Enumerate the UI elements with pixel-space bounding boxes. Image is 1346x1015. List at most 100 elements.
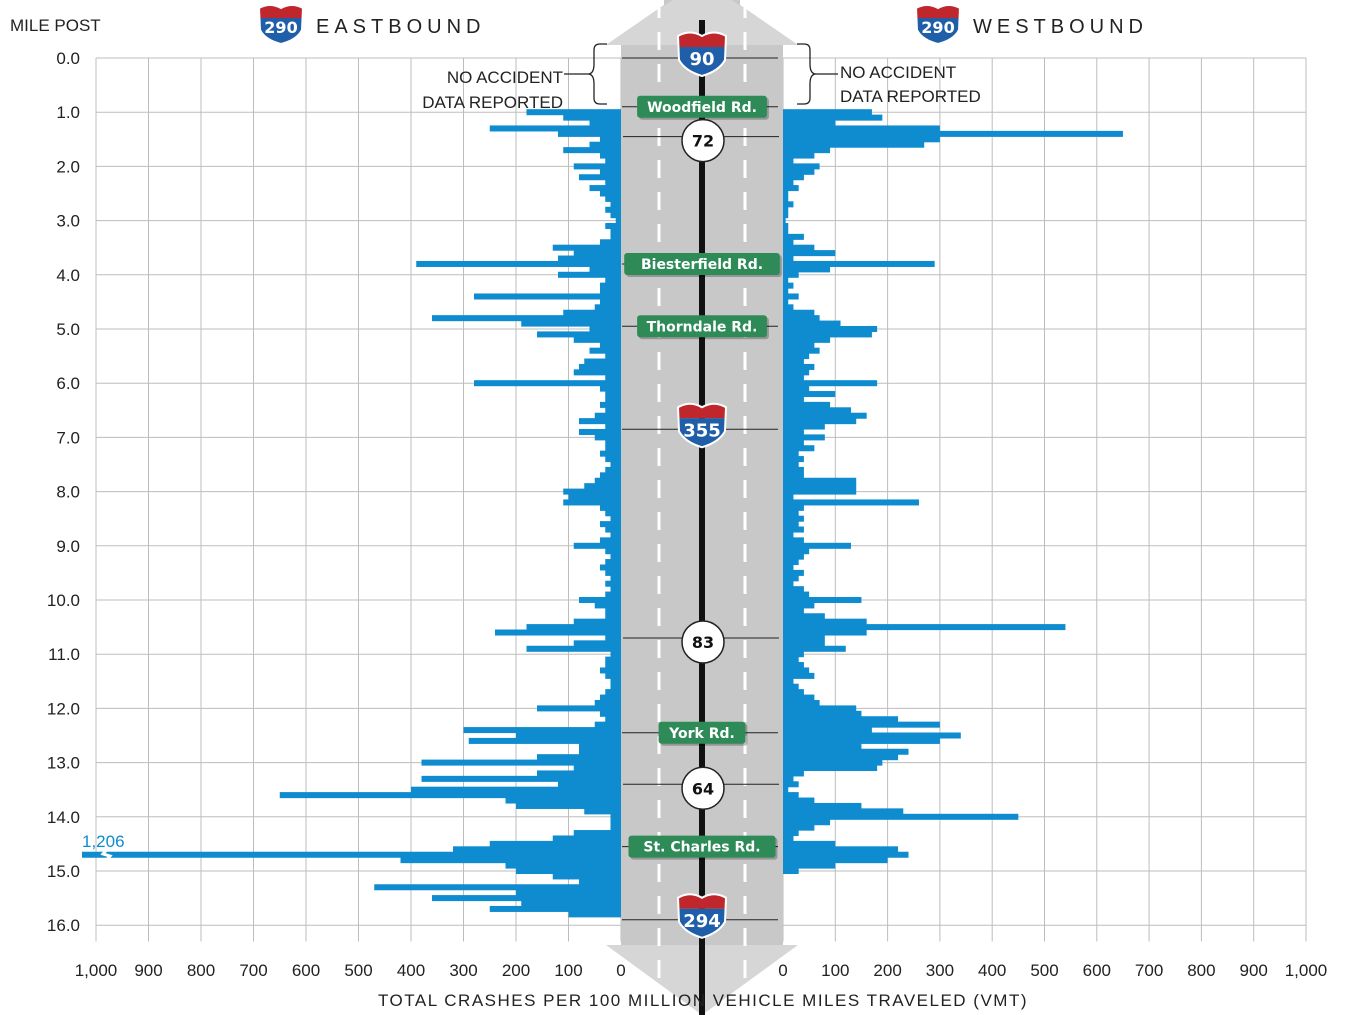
eastbound-bar xyxy=(432,895,621,902)
westbound-bar xyxy=(783,575,799,582)
sign-board xyxy=(624,252,780,275)
eastbound-bar xyxy=(600,342,621,349)
sign-board xyxy=(637,315,767,338)
eastbound-bar xyxy=(463,727,621,734)
eastbound-bar xyxy=(600,190,621,197)
westbound-bar xyxy=(783,157,794,164)
westbound-bar xyxy=(783,185,799,192)
y-tick-label: 11.0 xyxy=(48,645,80,664)
y-tick-label: 4.0 xyxy=(56,266,80,285)
y-tick-label: 5.0 xyxy=(56,320,80,339)
eastbound-bar xyxy=(605,656,621,663)
westbound-bar xyxy=(783,271,799,278)
westbound-bar xyxy=(783,851,909,858)
no-data-left-line2: DATA REPORTED xyxy=(422,93,563,112)
eastbound-bar xyxy=(568,911,621,918)
westbound-bar xyxy=(783,640,825,647)
westbound-bar xyxy=(783,423,825,430)
eastbound-bar xyxy=(573,369,621,376)
eastbound-bar xyxy=(421,759,621,766)
eastbound-bar xyxy=(600,298,621,305)
street-sign: Biesterfield Rd. xyxy=(622,252,782,277)
eastbound-bar xyxy=(558,781,621,788)
eastbound-bar xyxy=(516,802,621,809)
eastbound-bar xyxy=(594,721,621,728)
outlier-annotation: 1,206 xyxy=(82,832,125,863)
westbound-bar xyxy=(783,754,899,761)
eastbound-bar xyxy=(573,542,621,549)
x-tick-label-right: 500 xyxy=(1030,961,1058,980)
westbound-bar xyxy=(783,374,804,381)
westbound-bar xyxy=(783,391,836,398)
eastbound-bar xyxy=(563,147,621,154)
westbound-bar xyxy=(783,461,799,468)
eastbound-bar xyxy=(416,260,621,267)
westbound-bar xyxy=(783,120,836,127)
westbound-bar xyxy=(783,586,804,593)
westbound-bar xyxy=(783,537,804,544)
interstate-shield-icon: 90 xyxy=(622,31,778,78)
westbound-bar xyxy=(783,168,815,175)
eastbound-bar xyxy=(605,662,621,669)
westbound-bar xyxy=(783,672,815,679)
no-data-note-left: NO ACCIDENT DATA REPORTED xyxy=(422,43,607,112)
eastbound-bar xyxy=(589,120,621,127)
westbound-bars xyxy=(783,109,1123,875)
street-sign: York Rd. xyxy=(622,721,778,746)
westbound-bar xyxy=(783,559,799,566)
westbound-bar xyxy=(783,412,867,419)
outlier-value-label: 1,206 xyxy=(82,832,125,851)
eastbound-bar xyxy=(584,808,621,815)
westbound-bar xyxy=(783,450,799,457)
westbound-bar xyxy=(783,727,872,734)
eastbound-bar xyxy=(605,439,621,446)
westbound-bar xyxy=(783,721,940,728)
eastbound-bar xyxy=(552,244,621,251)
eastbound-bar xyxy=(526,645,621,652)
westbound-bar xyxy=(783,819,831,826)
eastbound-bar xyxy=(558,271,621,278)
westbound-bar xyxy=(783,743,862,750)
eastbound-bar xyxy=(600,710,621,717)
x-tick-label-right: 0 xyxy=(778,961,787,980)
eastbound-bar xyxy=(610,651,621,658)
eastbound-bar xyxy=(421,775,621,782)
westbound-bar xyxy=(783,147,831,154)
westbound-bar xyxy=(783,662,804,669)
eastbound-shield-number: 290 xyxy=(264,18,297,37)
westbound-bar xyxy=(783,813,1019,820)
sign-board xyxy=(628,835,776,858)
x-tick-label-right: 200 xyxy=(873,961,901,980)
westbound-bar xyxy=(783,531,794,538)
westbound-bar xyxy=(783,217,786,224)
westbound-bar xyxy=(783,130,1123,137)
westbound-bar xyxy=(783,797,815,804)
westbound-bar xyxy=(783,418,857,425)
westbound-bar xyxy=(783,510,799,517)
axis-tick-labels: 0.0 1.0 2.0 3.0 4.0 5.0 6.0 7.0 8.0 9.0 10.0 11.0 12… xyxy=(47,49,1327,980)
eastbound-bar xyxy=(521,900,621,907)
eastbound-bar xyxy=(594,304,621,311)
westbound-bar xyxy=(783,331,872,338)
eastbound-bar xyxy=(605,607,621,614)
street-sign: St. Charles Rd. xyxy=(622,835,778,860)
y-tick-label: 8.0 xyxy=(56,483,80,502)
westbound-bar xyxy=(783,363,815,370)
street-name: Biesterfield Rd. xyxy=(641,257,763,273)
interstate-number: 294 xyxy=(683,911,721,932)
eastbound-bar xyxy=(605,179,621,186)
westbound-bar xyxy=(783,504,804,511)
westbound-bar xyxy=(783,656,799,663)
eastbound-bar xyxy=(600,385,621,392)
route-circle xyxy=(681,118,725,163)
eastbound-bar xyxy=(600,239,621,246)
eastbound-bar xyxy=(605,466,621,473)
eastbound-bar xyxy=(579,174,621,181)
y-tick-label: 9.0 xyxy=(56,537,80,556)
no-data-right-line1: NO ACCIDENT xyxy=(840,63,956,82)
westbound-bar xyxy=(783,239,794,246)
eastbound-bar xyxy=(610,212,621,219)
eastbound-bar xyxy=(605,689,621,696)
eastbound-bar xyxy=(610,813,621,820)
